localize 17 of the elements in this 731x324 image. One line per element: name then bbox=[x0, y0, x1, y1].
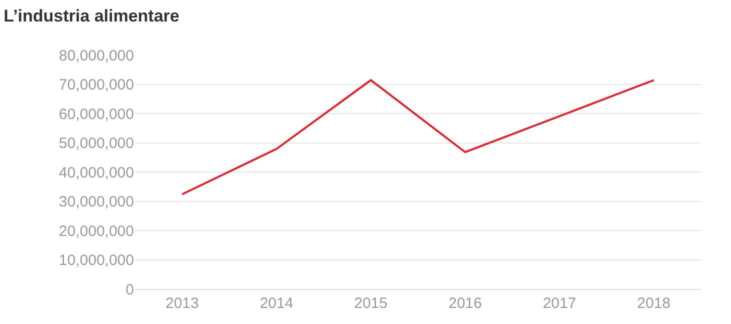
y-tick-label: 30,000,000 bbox=[58, 194, 134, 210]
y-tick-label: 80,000,000 bbox=[58, 47, 134, 64]
y-tick-label: 50,000,000 bbox=[58, 135, 134, 152]
y-tick-label: 10,000,000 bbox=[58, 252, 134, 269]
y-tick-label: 0 bbox=[126, 281, 134, 298]
line-series bbox=[181, 79, 655, 196]
x-tick-label: 2015 bbox=[354, 295, 388, 312]
x-tick-label: 2014 bbox=[260, 295, 294, 312]
chart-title: L’industria alimentare bbox=[4, 6, 180, 26]
y-tick-label: 70,000,000 bbox=[58, 76, 134, 94]
y-tick-label: 60,000,000 bbox=[58, 106, 134, 123]
y-tick-label: 20,000,000 bbox=[58, 222, 134, 240]
x-tick-label: 2013 bbox=[165, 295, 199, 312]
x-tick-label: 2018 bbox=[637, 295, 671, 312]
x-tick-label: 2016 bbox=[448, 295, 482, 312]
x-tick-label: 2017 bbox=[542, 295, 576, 312]
y-tick-label: 40,000,000 bbox=[58, 164, 134, 182]
